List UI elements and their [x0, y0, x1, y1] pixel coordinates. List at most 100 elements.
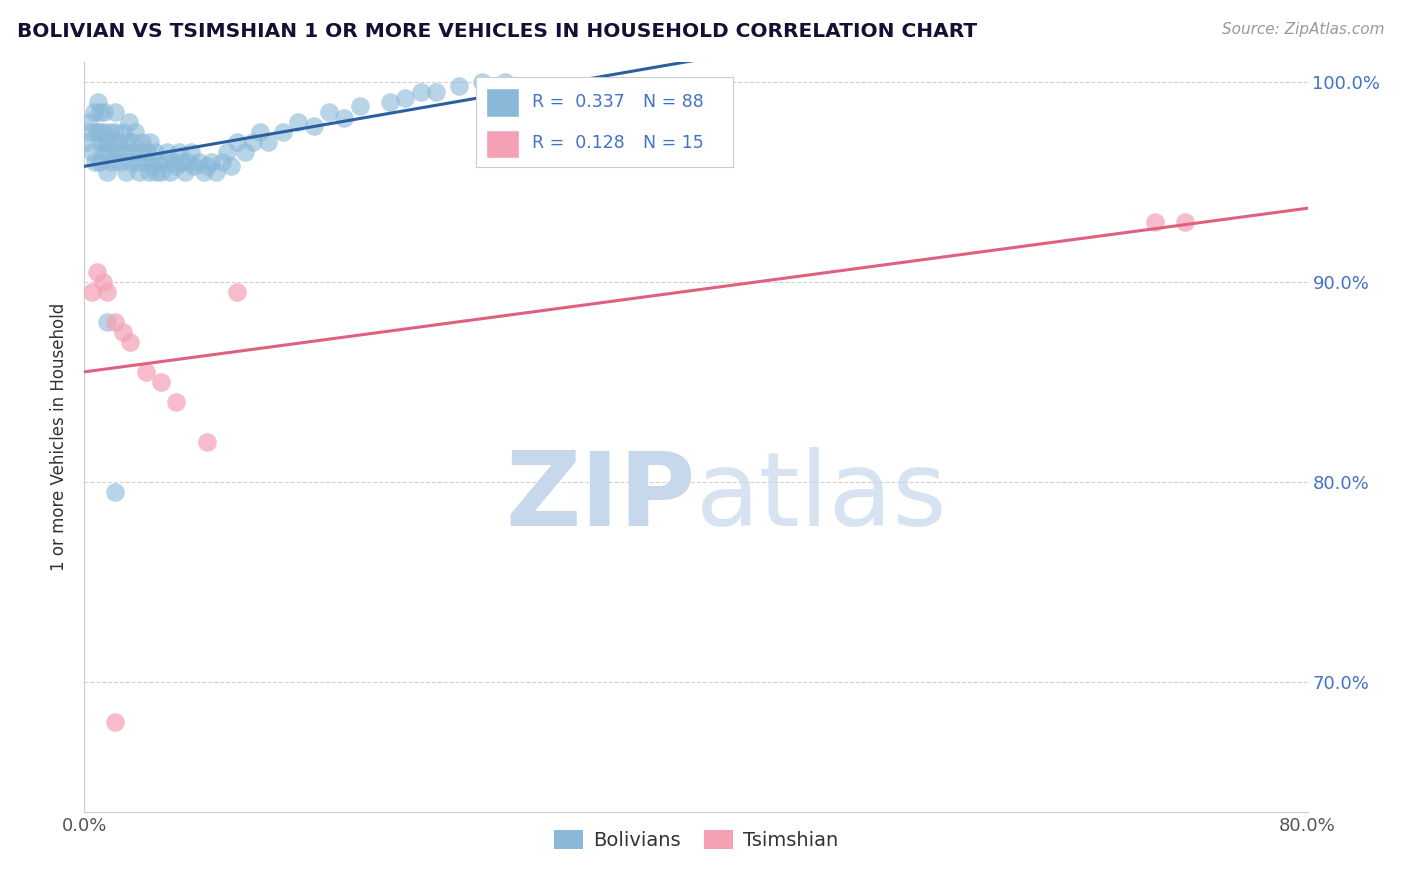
Point	[167, 145, 190, 160]
Point	[83, 105, 105, 120]
Point	[205, 165, 228, 179]
Point	[86, 125, 108, 139]
Point	[96, 315, 118, 329]
Point	[409, 86, 432, 100]
Point	[120, 155, 142, 169]
Point	[165, 395, 187, 409]
Point	[471, 75, 494, 89]
Point	[104, 125, 127, 139]
Point	[380, 95, 402, 110]
Point	[200, 155, 222, 169]
Point	[153, 155, 176, 169]
Point	[120, 335, 142, 350]
Point	[105, 145, 128, 160]
Point	[96, 165, 118, 179]
Point	[193, 165, 215, 179]
Point	[143, 145, 166, 160]
Point	[135, 365, 157, 379]
Point	[172, 155, 194, 169]
Point	[183, 159, 205, 173]
Point	[174, 165, 197, 179]
Point	[139, 136, 162, 150]
Point	[394, 91, 416, 105]
Point	[219, 159, 242, 173]
Point	[90, 136, 112, 150]
Text: ZIP: ZIP	[506, 447, 696, 548]
Point	[108, 155, 131, 169]
Point	[271, 125, 294, 139]
Point	[122, 145, 145, 160]
Point	[149, 165, 172, 179]
Point	[124, 125, 146, 139]
Point	[159, 165, 181, 179]
Point	[111, 325, 134, 339]
Point	[91, 275, 114, 289]
Point	[195, 159, 218, 173]
Point	[156, 145, 179, 160]
Point	[136, 145, 159, 160]
Point	[127, 155, 149, 169]
Text: atlas: atlas	[696, 447, 948, 548]
Point	[494, 75, 516, 89]
Point	[104, 714, 127, 729]
Point	[257, 136, 280, 150]
Point	[333, 112, 356, 126]
Point	[107, 136, 129, 150]
Point	[233, 145, 256, 160]
Point	[96, 136, 118, 150]
Point	[211, 155, 233, 169]
Point	[138, 165, 160, 179]
Point	[195, 435, 218, 450]
Point	[287, 115, 309, 129]
Point	[1174, 215, 1197, 229]
Point	[86, 265, 108, 279]
Point	[249, 125, 271, 139]
Point	[112, 145, 135, 160]
Point	[162, 155, 184, 169]
Point	[89, 125, 111, 139]
Point	[447, 79, 470, 94]
Point	[129, 145, 152, 160]
Point	[76, 136, 98, 150]
Point	[114, 165, 136, 179]
Point	[142, 159, 165, 173]
Point	[84, 155, 107, 169]
Point	[79, 125, 101, 139]
Text: BOLIVIAN VS TSIMSHIAN 1 OR MORE VEHICLES IN HOUSEHOLD CORRELATION CHART: BOLIVIAN VS TSIMSHIAN 1 OR MORE VEHICLES…	[17, 22, 977, 41]
Point	[93, 125, 115, 139]
Point	[149, 375, 172, 389]
Point	[115, 136, 138, 150]
Point	[135, 155, 157, 169]
Point	[188, 155, 211, 169]
Point	[349, 99, 371, 113]
Point	[89, 105, 111, 120]
Point	[104, 485, 127, 500]
Point	[96, 285, 118, 300]
Point	[226, 136, 249, 150]
Point	[128, 165, 150, 179]
Point	[121, 136, 143, 150]
Point	[87, 95, 110, 110]
Point	[180, 145, 202, 160]
Point	[302, 120, 325, 134]
Text: Source: ZipAtlas.com: Source: ZipAtlas.com	[1222, 22, 1385, 37]
Point	[146, 155, 169, 169]
Point	[165, 159, 187, 173]
Point	[103, 136, 125, 150]
Point	[226, 285, 249, 300]
Point	[104, 105, 127, 120]
Point	[425, 86, 447, 100]
Point	[318, 105, 340, 120]
Point	[77, 115, 100, 129]
Point	[104, 315, 127, 329]
Point	[101, 155, 124, 169]
Point	[111, 125, 134, 139]
Point	[94, 136, 117, 150]
Point	[177, 155, 200, 169]
Point	[93, 105, 115, 120]
Point	[97, 145, 120, 160]
Point	[80, 285, 103, 300]
Point	[215, 145, 238, 160]
Point	[242, 136, 264, 150]
Point	[145, 165, 167, 179]
